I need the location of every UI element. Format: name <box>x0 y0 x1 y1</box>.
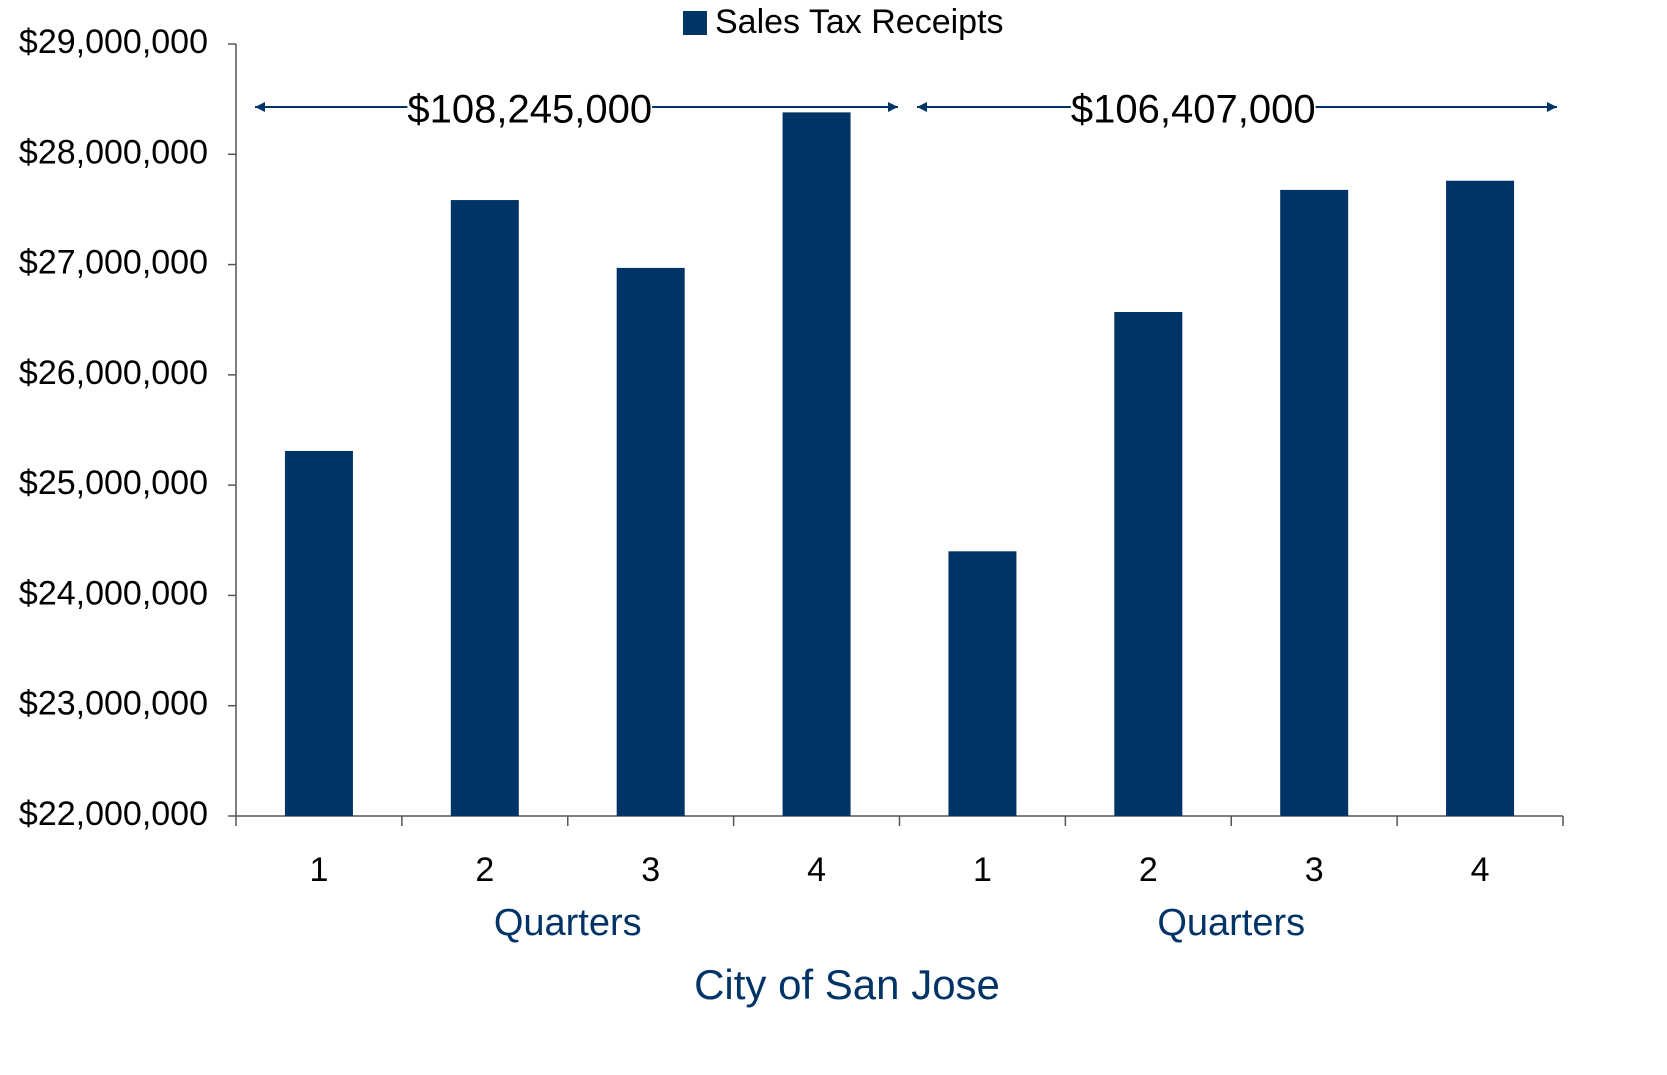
y-tick-label: $23,000,000 <box>19 685 208 723</box>
legend-label: Sales Tax Receipts <box>715 3 1004 41</box>
y-tick-label: $28,000,000 <box>19 133 208 171</box>
x-tick-label: 4 <box>1471 851 1490 889</box>
y-tick-label: $24,000,000 <box>19 574 208 612</box>
group-label: Quarters <box>494 902 642 944</box>
bar <box>948 551 1017 816</box>
x-tick-label: 3 <box>641 851 660 889</box>
bar <box>284 450 353 816</box>
annotation: $106,407,000 <box>1071 88 1316 132</box>
annotation: $108,245,000 <box>407 88 652 132</box>
group-label: Quarters <box>1157 902 1305 944</box>
bar <box>450 200 519 816</box>
x-tick-label: 1 <box>973 851 992 889</box>
annotation-bg <box>1070 96 1316 118</box>
x-tick-label: 2 <box>1139 851 1158 889</box>
legend-swatch <box>683 11 707 35</box>
y-tick-label: $22,000,000 <box>19 795 208 833</box>
y-tick-label: $25,000,000 <box>19 464 208 502</box>
x-tick-label: 2 <box>475 851 494 889</box>
bar <box>1446 180 1515 817</box>
y-tick-label: $29,000,000 <box>19 23 208 61</box>
bar <box>1114 311 1183 816</box>
bar <box>616 267 685 816</box>
annotation-bg <box>407 96 653 118</box>
x-axis-title: City of San Jose <box>694 961 1000 1008</box>
x-tick-label: 4 <box>807 851 826 889</box>
y-tick-label: $27,000,000 <box>19 244 208 282</box>
y-tick-label: $26,000,000 <box>19 354 208 392</box>
bar <box>782 112 851 817</box>
bar <box>1280 189 1349 816</box>
x-tick-label: 3 <box>1305 851 1324 889</box>
x-tick-label: 1 <box>309 851 328 889</box>
